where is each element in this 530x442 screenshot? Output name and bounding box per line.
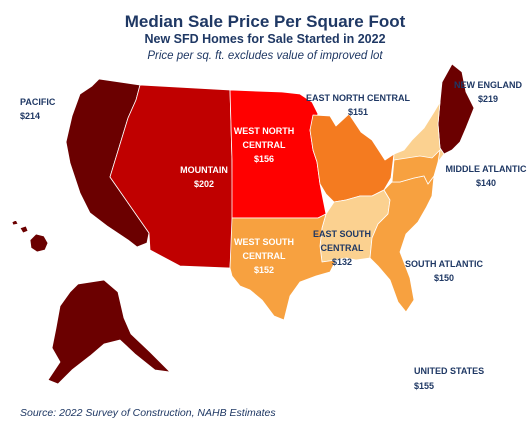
region-pacific-hawaii xyxy=(29,233,49,253)
map-subtitle: New SFD Homes for Sale Started in 2022 xyxy=(144,32,386,46)
region-pacific-hawaii-islet-1 xyxy=(19,225,29,234)
map-title: Median Sale Price Per Square Foot xyxy=(124,12,406,31)
region-pacific-hawaii-islet-2 xyxy=(11,219,19,226)
region-west-north-central xyxy=(229,89,327,219)
region-pacific-alaska xyxy=(47,279,171,385)
region-middle-atlantic-south xyxy=(391,148,441,185)
region-new-england xyxy=(437,63,475,155)
source-note: Source: 2022 Survey of Construction, NAH… xyxy=(20,407,276,419)
region-east-north-central xyxy=(309,113,395,203)
region-west-south-central xyxy=(229,213,337,321)
map-note: Price per sq. ft. excludes value of impr… xyxy=(147,50,383,62)
